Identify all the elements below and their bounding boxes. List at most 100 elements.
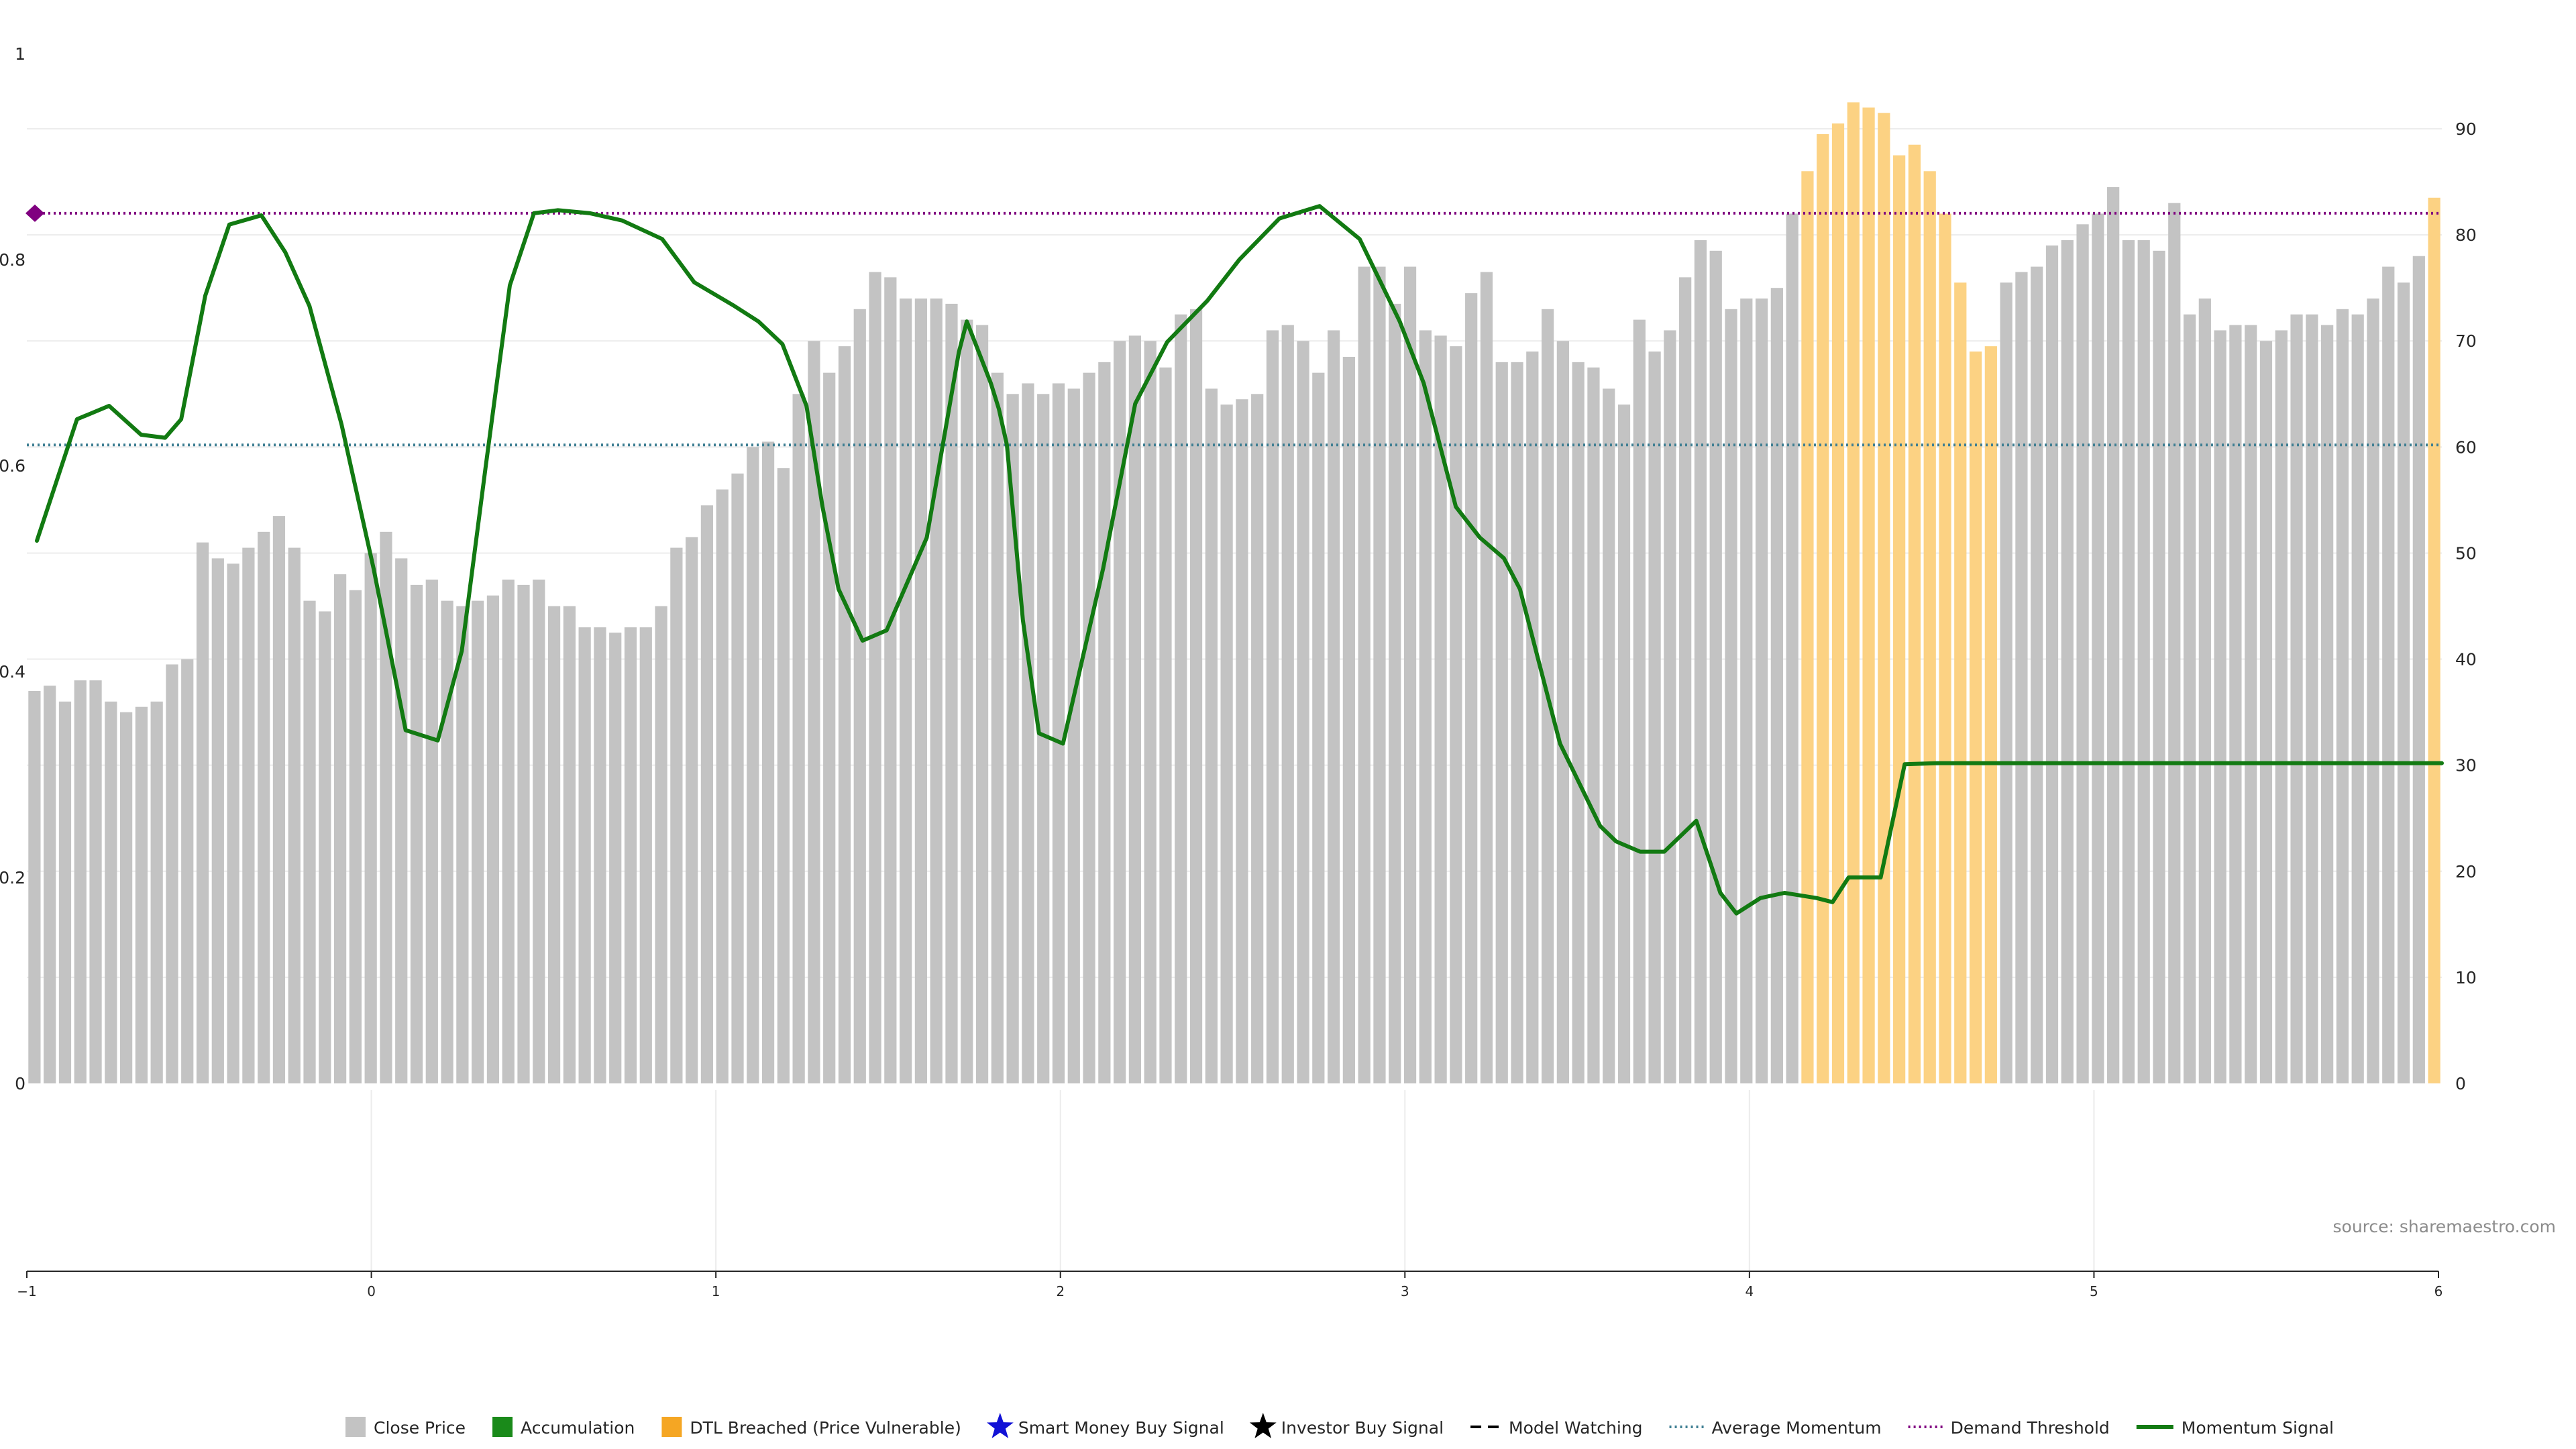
dtl-breached-bar (1908, 144, 1921, 1083)
close-price-bar (2168, 203, 2181, 1084)
close-price-bar (808, 341, 820, 1084)
close-price-bar (105, 701, 117, 1083)
close-price-bar (2351, 314, 2364, 1083)
bottom-axis-tick-label: 5 (2090, 1283, 2098, 1299)
close-price-bar (655, 606, 667, 1083)
close-price-bar (2275, 330, 2288, 1083)
close-price-bar (272, 516, 286, 1083)
close-price-bar (1128, 335, 1142, 1084)
close-price-bar (456, 606, 469, 1083)
close-price-bar (1740, 298, 1753, 1083)
close-price-bar (211, 558, 224, 1083)
close-price-bar (1205, 388, 1218, 1083)
right-axis-tick-label: 80 (2455, 225, 2477, 245)
left-axis-tick-label: 0.8 (0, 250, 25, 270)
legend-swatch (661, 1417, 682, 1437)
close-price-bar (58, 701, 72, 1083)
dtl-breached-bar (1862, 107, 1875, 1083)
close-price-bar (716, 489, 729, 1083)
close-price-bar (502, 579, 515, 1083)
close-price-bar (1770, 288, 1783, 1084)
close-price-bar (288, 547, 301, 1083)
close-price-bar (1251, 394, 1264, 1083)
close-price-bar (1786, 213, 1799, 1083)
close-price-bar (2336, 309, 2349, 1084)
close-price-bar (2183, 314, 2196, 1083)
close-price-bar (1022, 383, 1034, 1083)
close-price-bar (319, 611, 331, 1083)
close-price-bar (258, 531, 270, 1083)
close-price-bar (670, 547, 683, 1083)
close-price-bar (227, 564, 239, 1083)
momentum-signal-group (35, 204, 2444, 916)
close-price-bar (333, 574, 347, 1083)
close-price-bar (2122, 240, 2135, 1084)
dtl-breached-bar (1939, 213, 1951, 1083)
close-price-bar (533, 579, 545, 1083)
close-price-bar (2107, 186, 2120, 1083)
right-axis-tick-label: 60 (2455, 437, 2477, 457)
legend-item: Model Watching (1470, 1418, 1643, 1438)
close-price-bar (731, 473, 744, 1083)
bottom-axis-tick-label: 0 (367, 1283, 376, 1299)
close-price-bar (2015, 272, 2028, 1084)
close-price-bar (1587, 367, 1600, 1083)
close-price-bar (196, 542, 209, 1083)
close-price-bar (1052, 383, 1065, 1083)
close-price-bar (1495, 362, 1508, 1083)
legend: Close Price Accumulation DTL Breached (Pri… (345, 1413, 2334, 1438)
close-price-bar (150, 701, 163, 1083)
dtl-breached-bar (1878, 113, 1890, 1084)
close-price-bar (1358, 266, 1371, 1083)
left-axis-tick-label: 0 (15, 1074, 25, 1093)
legend-label: Close Price (374, 1418, 466, 1438)
reference-lines (25, 204, 2442, 447)
close-price-bar (135, 706, 148, 1083)
dtl-breached-bar (1954, 282, 1967, 1083)
close-price-bar (517, 584, 530, 1083)
close-price-bar (2245, 325, 2257, 1083)
legend-item: Close Price (345, 1417, 466, 1438)
close-price-bar (884, 277, 897, 1083)
legend-item: Momentum Signal (2136, 1418, 2334, 1438)
right-axis-tick-label: 10 (2455, 968, 2477, 987)
close-price-bar (1450, 346, 1462, 1083)
close-price-bar (1220, 405, 1233, 1083)
close-price-bar (1694, 240, 1707, 1084)
close-price-bar (2137, 240, 2150, 1084)
close-price-bar (777, 468, 790, 1083)
close-price-bar (2397, 282, 2410, 1083)
close-price-bar (2092, 213, 2104, 1083)
close-price-bar (1297, 341, 1309, 1084)
legend-item: Accumulation (492, 1417, 635, 1438)
legend-label: Average Momentum (1712, 1418, 1882, 1438)
close-price-bar (349, 590, 362, 1083)
close-price-bar (975, 325, 989, 1083)
close-price-bar (961, 319, 973, 1084)
left-axis-tick-label: 0.6 (0, 456, 25, 476)
close-price-bar (2412, 256, 2425, 1083)
close-price-bar (1480, 272, 1493, 1084)
bottom-axis-tick-label: 1 (712, 1283, 720, 1299)
close-price-bar (2000, 282, 2012, 1083)
close-price-bar (578, 627, 591, 1083)
left-axis-tick-label: 0.2 (0, 868, 25, 888)
bottom-axis-tick-label: 2 (1056, 1283, 1065, 1299)
close-price-bar (1403, 266, 1417, 1083)
left-axis-tick-label: 1 (15, 44, 25, 64)
close-price-bar (1556, 341, 1569, 1084)
close-price-bar (1266, 330, 1279, 1083)
close-price-bar (1526, 352, 1539, 1083)
close-price-bar (1189, 309, 1203, 1084)
close-price-bar (28, 690, 41, 1083)
bottom-axis-tick-label: 4 (1745, 1283, 1754, 1299)
close-price-bar (1664, 330, 1676, 1083)
close-price-bar (594, 627, 606, 1083)
close-price-bar (792, 394, 805, 1083)
close-price-bar (166, 664, 178, 1083)
dtl-breached-bar (1923, 171, 1936, 1084)
close-price-bar (563, 606, 576, 1083)
dtl-breached-bar (1969, 352, 1982, 1083)
close-price-bar (395, 558, 408, 1083)
